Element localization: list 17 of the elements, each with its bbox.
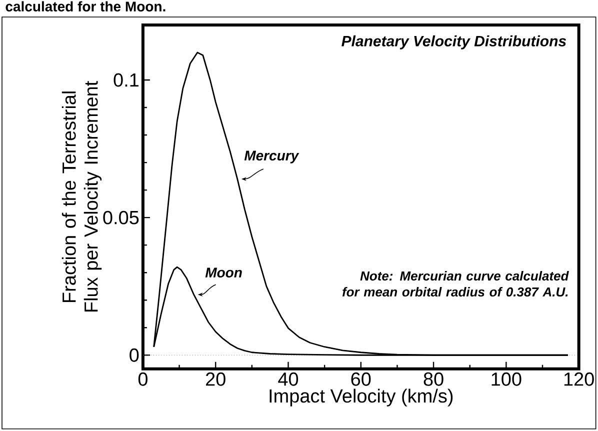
x-tick-label: 40 <box>278 372 298 386</box>
x-tick-label: 120 <box>564 372 594 386</box>
text: calculated for the Moon. <box>6 1 166 12</box>
x-tick-label: 0 <box>138 372 148 386</box>
text: Planetary Velocity Distributions <box>342 35 566 50</box>
y-tick-label: 0.05 <box>103 210 139 224</box>
x-axis-title: Impact Velocity (km/s) <box>270 388 453 406</box>
x-tick-label: 60 <box>351 372 371 386</box>
annotation: Note: Mercurian curve calculated for mean orbital radius of 0.387 A.U. <box>342 271 569 297</box>
series-label: Moon <box>205 268 242 278</box>
y-tick-label: 0.1 <box>114 73 138 87</box>
x-tick-label: 20 <box>206 372 226 386</box>
y-axis-title: Fraction of the Terrestrial Flux per Velocity Increment <box>62 81 102 312</box>
x-tick-label: 100 <box>492 372 522 386</box>
x-tick-label: 80 <box>424 372 444 386</box>
y-tick-label: 0 <box>130 348 139 362</box>
series-label: Mercury <box>244 150 300 164</box>
